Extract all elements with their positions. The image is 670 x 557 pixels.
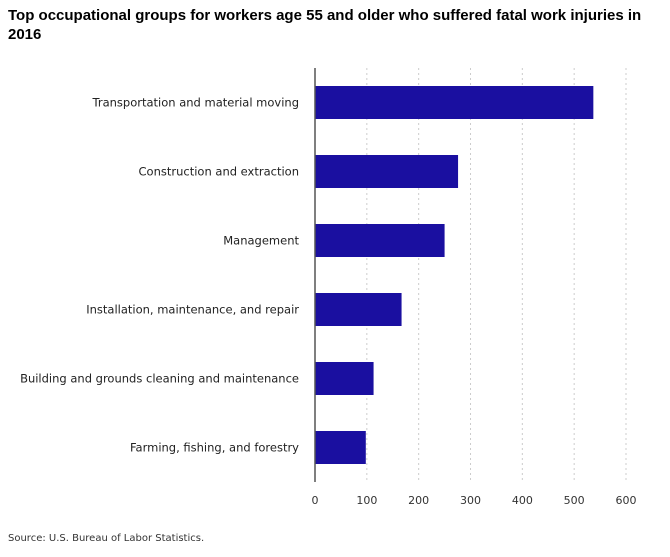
category-label: Management xyxy=(223,234,299,248)
bar[interactable] xyxy=(315,362,374,395)
category-label: Construction and extraction xyxy=(139,165,299,179)
x-tick-label: 100 xyxy=(356,494,377,507)
x-tick-label: 400 xyxy=(512,494,533,507)
bar[interactable] xyxy=(315,431,366,464)
source-note: Source: U.S. Bureau of Labor Statistics. xyxy=(8,533,205,544)
bars xyxy=(315,86,594,464)
bar[interactable] xyxy=(315,86,594,119)
x-axis-ticks: 0 100 200 300 400 500 600 xyxy=(312,494,637,507)
x-tick-label: 600 xyxy=(616,494,637,507)
category-label: Transportation and material moving xyxy=(92,96,299,110)
category-labels: Transportation and material moving Constr… xyxy=(20,96,299,455)
category-label: Building and grounds cleaning and mainte… xyxy=(20,372,299,386)
bar[interactable] xyxy=(315,155,459,188)
category-label: Installation, maintenance, and repair xyxy=(86,303,299,317)
bar[interactable] xyxy=(315,293,402,326)
grid-lines xyxy=(366,68,627,482)
bar[interactable] xyxy=(315,224,445,257)
category-label: Farming, fishing, and forestry xyxy=(130,441,299,455)
chart-title: Top occupational groups for workers age … xyxy=(8,7,642,43)
x-tick-label: 500 xyxy=(564,494,585,507)
x-tick-label: 0 xyxy=(312,494,319,507)
x-tick-label: 200 xyxy=(408,494,429,507)
x-tick-label: 300 xyxy=(460,494,481,507)
